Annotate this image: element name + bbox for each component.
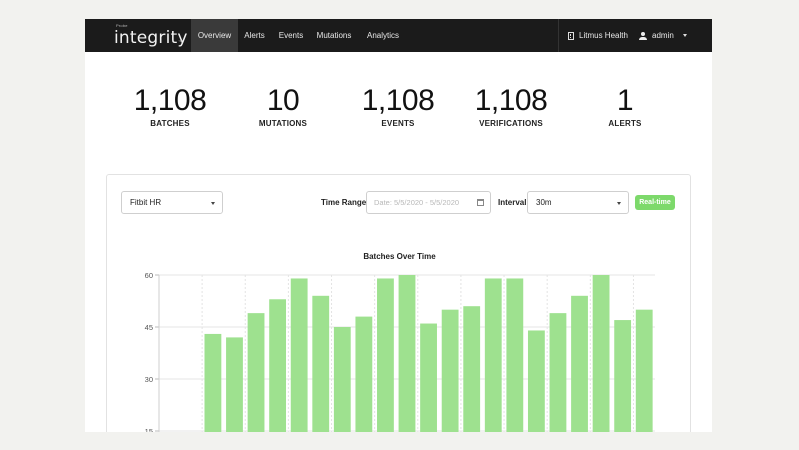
app-window: Probe integrity ™ Overview Alerts Events…	[85, 19, 712, 432]
stat-alerts: 1 ALERTS	[570, 84, 680, 129]
interval-label: Interval	[498, 198, 527, 207]
calendar-icon[interactable]	[477, 199, 484, 206]
nav-mutations[interactable]: Mutations	[316, 31, 352, 40]
batches-bar-chart: 15 30 45 60	[145, 271, 655, 432]
chart-bar	[635, 309, 653, 432]
stat-value: 10	[266, 84, 300, 117]
y-tick-label: 60	[145, 271, 153, 280]
chart-bar	[204, 333, 222, 432]
chevron-down-icon	[211, 202, 215, 205]
chart-title: Batches Over Time	[363, 252, 436, 261]
brand-trademark: ™	[178, 39, 182, 44]
brand-small-text: Probe	[116, 23, 128, 28]
device-select[interactable]: Fitbit HR	[121, 191, 223, 214]
chart-panel: Fitbit HR Time Range Date: 5/5/2020 - 5/…	[106, 174, 691, 432]
time-range-label: Time Range	[321, 198, 367, 207]
stat-value: 1,108	[133, 84, 207, 117]
chart-bar	[614, 320, 632, 432]
date-range-input[interactable]: Date: 5/5/2020 - 5/5/2020	[366, 191, 491, 214]
stat-label: BATCHES	[150, 119, 190, 128]
date-range-placeholder: Date: 5/5/2020 - 5/5/2020	[374, 198, 460, 207]
stat-label: EVENTS	[381, 119, 415, 128]
stat-label: ALERTS	[608, 119, 642, 128]
chart-bar	[377, 278, 394, 432]
y-tick-label: 45	[145, 323, 153, 332]
chart-bar	[290, 278, 308, 432]
stat-events: 1,108 EVENTS	[343, 84, 453, 129]
navbar: Probe integrity ™ Overview Alerts Events…	[85, 19, 712, 52]
chart-bar	[420, 323, 437, 432]
chart-bar	[527, 330, 545, 432]
chevron-down-icon	[682, 34, 687, 37]
chart-bar	[247, 313, 265, 432]
y-tick-label: 30	[145, 375, 153, 384]
nav-analytics[interactable]: Analytics	[366, 31, 399, 40]
nav-alerts[interactable]: Alerts	[244, 31, 265, 40]
org-menu[interactable]: Litmus Health	[568, 19, 628, 52]
stat-verifications: 1,108 VERIFICATIONS	[456, 84, 566, 129]
chart-bar	[506, 278, 524, 432]
chart-bar	[441, 309, 459, 432]
user-label: admin	[652, 31, 674, 40]
chart-bar	[226, 337, 243, 432]
building-icon	[568, 31, 574, 40]
chart-bar	[592, 275, 610, 432]
chart-bar	[269, 299, 287, 432]
brand-name: integrity	[114, 28, 188, 48]
stat-mutations: 10 MUTATIONS	[228, 84, 338, 129]
user-menu[interactable]: admin	[639, 19, 687, 52]
stat-label: VERIFICATIONS	[479, 119, 543, 128]
chart-bar	[355, 316, 373, 432]
y-tick-label: 15	[145, 427, 153, 432]
device-select-value: Fitbit HR	[130, 198, 162, 207]
stat-value: 1,108	[361, 84, 435, 117]
chart-bar	[398, 275, 416, 432]
chart-bar	[549, 313, 567, 432]
stat-value: 1,108	[474, 84, 548, 117]
chart-bar	[463, 306, 481, 432]
navbar-divider	[558, 19, 559, 52]
chart-bar	[333, 327, 351, 432]
nav-events[interactable]: Events	[278, 31, 304, 40]
chart-bar	[571, 295, 588, 432]
stat-label: MUTATIONS	[258, 119, 308, 128]
realtime-button[interactable]: Real-time	[635, 195, 675, 210]
stat-value: 1	[616, 84, 634, 117]
chevron-down-icon	[617, 202, 621, 205]
org-label: Litmus Health	[579, 31, 628, 40]
chart-bar	[312, 295, 330, 432]
chart-bar	[484, 278, 502, 432]
stat-batches: 1,108 BATCHES	[115, 84, 225, 129]
user-icon	[639, 31, 647, 40]
interval-select-value: 30m	[536, 198, 552, 207]
nav-overview[interactable]: Overview	[191, 19, 238, 52]
interval-select[interactable]: 30m	[527, 191, 629, 214]
